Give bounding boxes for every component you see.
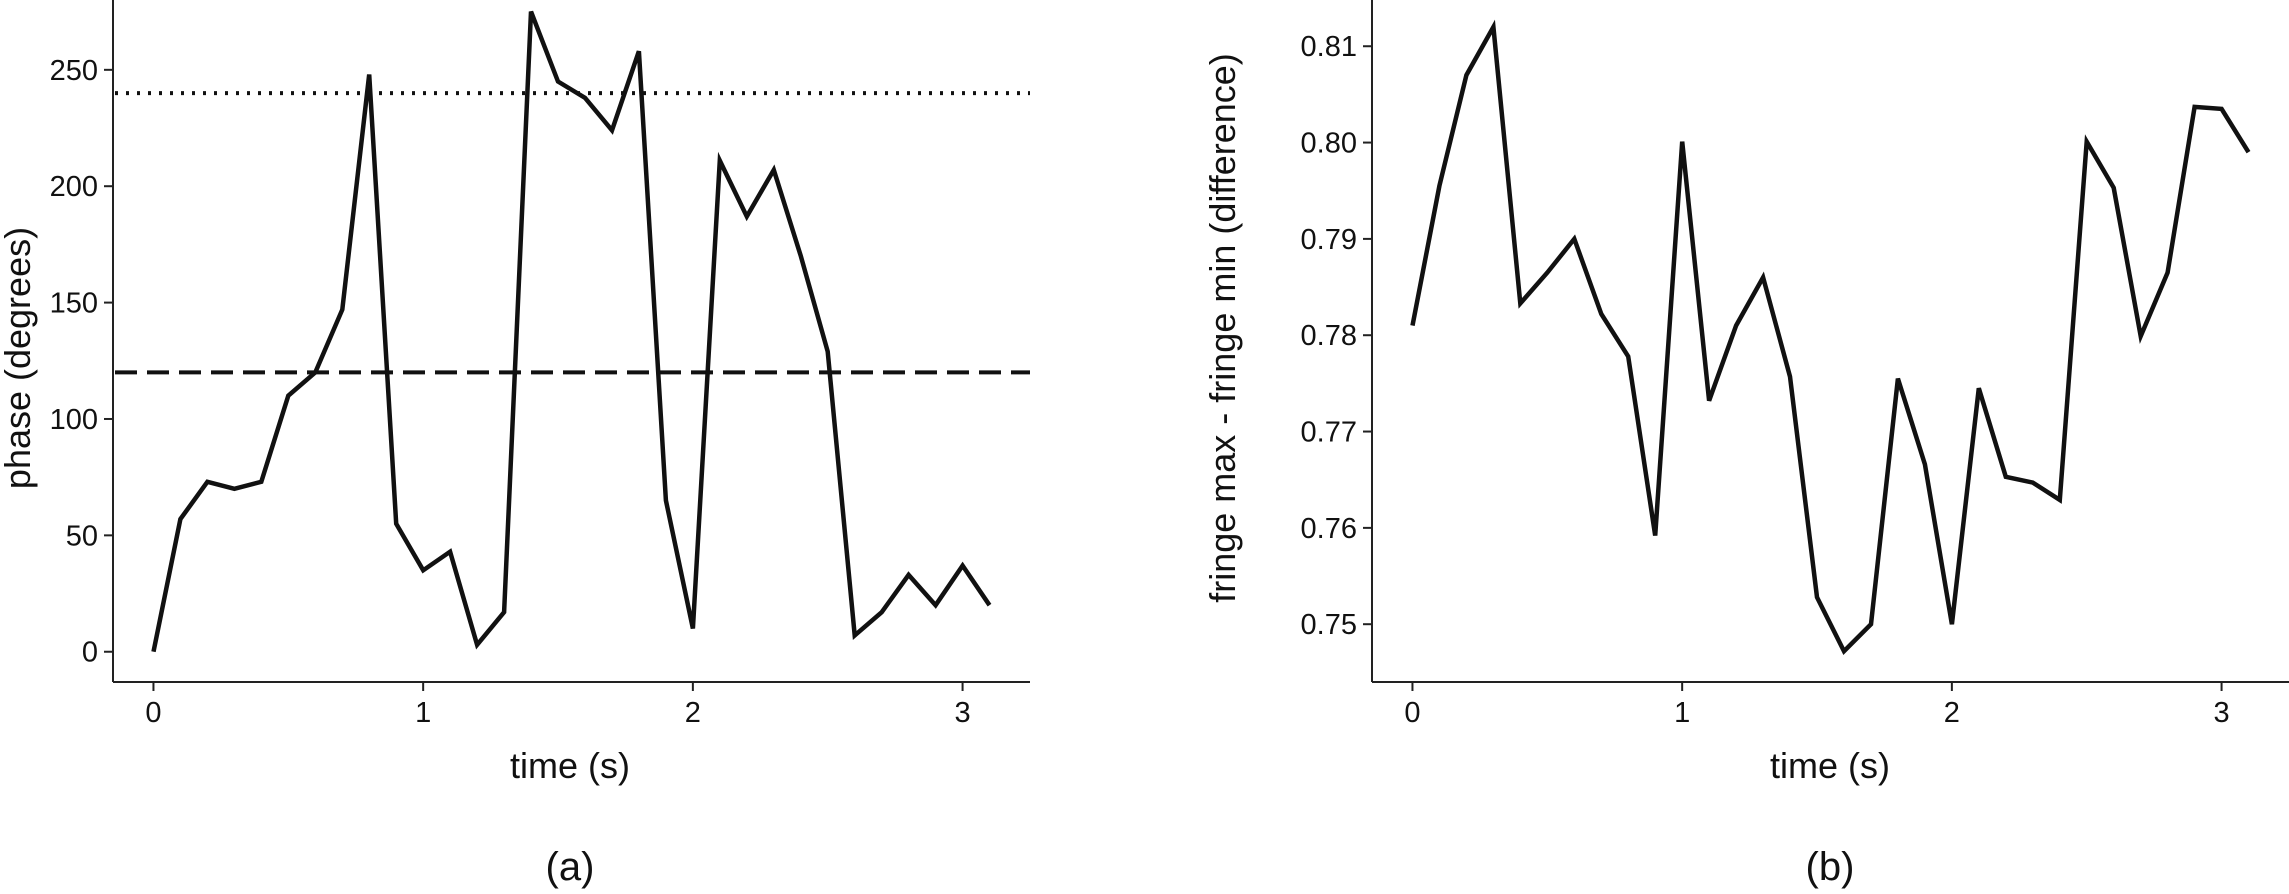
panel-a-y-tick-label: 0 — [82, 637, 98, 669]
panel-b-y-tick-label: 0.76 — [1301, 513, 1357, 545]
panel-b-y-tick-label: 0.80 — [1301, 128, 1357, 160]
panel-b-x-axis-title: time (s) — [1770, 745, 1890, 786]
panel-a-y-tick-label: 50 — [66, 520, 98, 552]
panel-b-y-tick-label: 0.81 — [1301, 31, 1357, 63]
panel-a-x-tick-label: 1 — [415, 697, 431, 729]
panel-b-y-tick-label: 0.79 — [1301, 224, 1357, 256]
panel-a-y-tick-label: 100 — [50, 404, 98, 436]
panel-a-x-axis-title: time (s) — [510, 745, 630, 786]
panel-a-y-tick-label: 200 — [50, 171, 98, 203]
chart-panel-a: time (s) phase (degrees) (a) 0 1 2 3 0 50 100 1… — [0, 0, 1030, 889]
panel-b-y-tick-label: 0.77 — [1301, 417, 1357, 449]
panel-b-y-tick-label: 0.75 — [1301, 609, 1357, 641]
chart-panel-b: time (s) fringe max - fringe min (differ… — [1202, 0, 2289, 889]
panel-b-x-tick-label: 2 — [1944, 697, 1960, 729]
panel-b-label: (b) — [1806, 845, 1855, 889]
panel-a-label: (a) — [546, 845, 595, 889]
panel-b-series-line-0 — [1410, 19, 2251, 655]
panel-a-y-axis-title: phase (degrees) — [0, 227, 38, 489]
panel-b-x-tick-label: 0 — [1404, 697, 1420, 729]
panel-a-x-tick-label: 3 — [955, 697, 971, 729]
panel-a-x-tick-label: 2 — [685, 697, 701, 729]
panel-a-series-line-0 — [151, 10, 992, 653]
panel-a-y-tick-label: 250 — [50, 55, 98, 87]
panel-b-y-tick-label: 0.78 — [1301, 320, 1357, 352]
panel-b-y-axis-title: fringe max - fringe min (difference) — [1202, 53, 1243, 603]
panel-b-x-tick-label: 1 — [1674, 697, 1690, 729]
panel-a-y-tick-label: 150 — [50, 288, 98, 320]
panel-a-x-tick-label: 0 — [145, 697, 161, 729]
panel-b-x-tick-label: 3 — [2214, 697, 2230, 729]
